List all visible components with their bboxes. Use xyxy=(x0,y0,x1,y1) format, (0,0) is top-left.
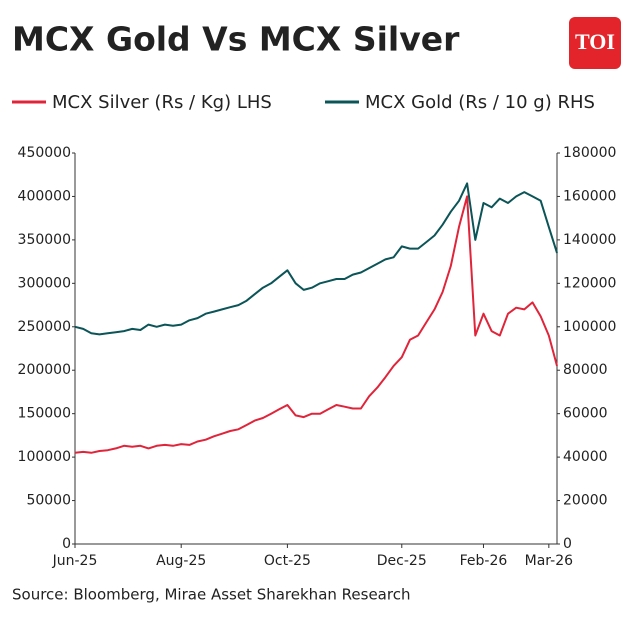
x-tick-label: Jun-25 xyxy=(52,553,98,569)
logo-text: TOI xyxy=(575,29,615,54)
logo-box xyxy=(569,17,621,69)
y2-tick-label: 120000 xyxy=(563,275,616,291)
x-tick-label: Aug-25 xyxy=(156,553,206,569)
line-series xyxy=(74,182,558,336)
source: Source: Bloomberg, Mirae Asset Sharekhan… xyxy=(12,586,410,604)
x-tick-label: Feb-26 xyxy=(460,553,508,569)
y-tick-label: 450000 xyxy=(18,145,71,161)
legend-label: MCX Gold (Rs / 10 g) RHS xyxy=(365,92,595,113)
y2-tick-label: 40000 xyxy=(563,449,608,465)
y-tick-label: 350000 xyxy=(18,232,71,248)
x-tick-label: Oct-25 xyxy=(264,553,311,569)
legend-label: MCX Silver (Rs / Kg) LHS xyxy=(52,92,272,113)
y-tick-label: 250000 xyxy=(18,319,71,335)
line-series xyxy=(74,195,558,454)
y2-tick-label: 100000 xyxy=(563,319,616,335)
x-tick-label: Dec-25 xyxy=(377,553,427,569)
y-tick-label: 300000 xyxy=(18,275,71,291)
y2-tick-label: 160000 xyxy=(563,188,616,204)
y2-tick-label: 140000 xyxy=(563,232,616,248)
y-tick-label: 150000 xyxy=(18,406,71,422)
y2-tick-label: 0 xyxy=(563,536,572,552)
y-tick-label: 100000 xyxy=(18,449,71,465)
chart-title: MCX Gold Vs MCX Silver xyxy=(12,20,460,59)
y2-tick-label: 60000 xyxy=(563,406,608,422)
y2-tick-label: 80000 xyxy=(563,362,608,378)
y2-tick-label: 180000 xyxy=(563,145,616,161)
y2-tick-label: 20000 xyxy=(563,493,608,509)
y-tick-label: 50000 xyxy=(26,493,71,509)
y-tick-label: 0 xyxy=(62,536,71,552)
y-tick-label: 400000 xyxy=(18,188,71,204)
y-tick-label: 200000 xyxy=(18,362,71,378)
x-tick-label: Mar-26 xyxy=(525,553,573,569)
